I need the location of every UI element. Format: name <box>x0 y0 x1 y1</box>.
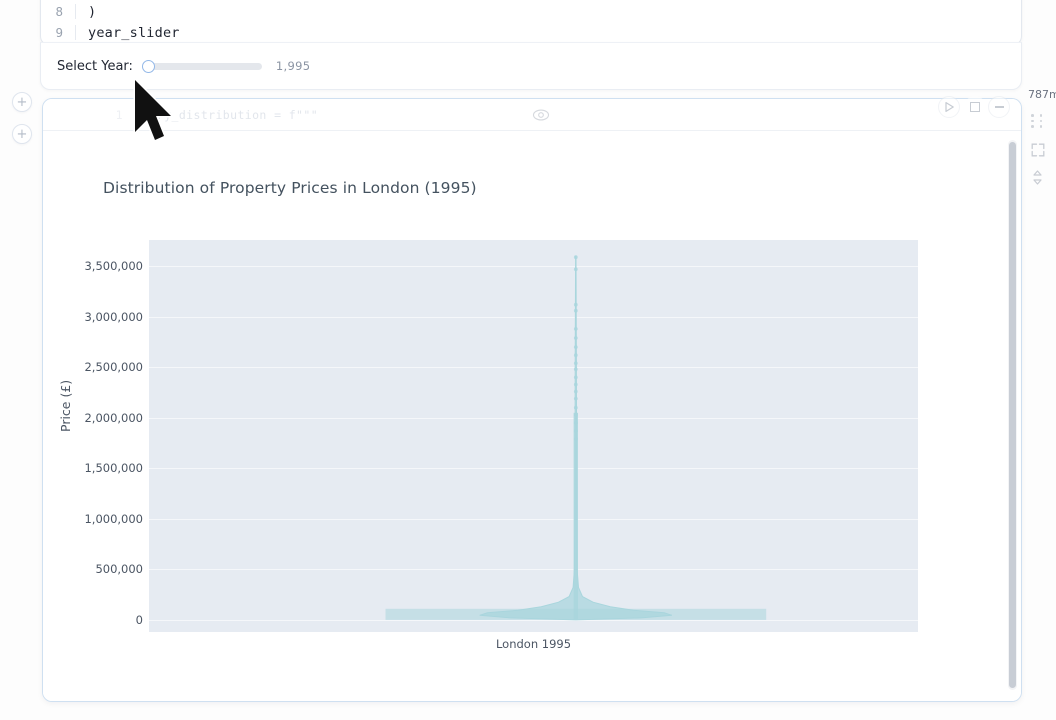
ghost-code-text: query_distribution = f""" <box>134 107 319 122</box>
dot <box>1031 114 1034 117</box>
violin-chart: Distribution of Property Prices in Londo… <box>43 132 1021 701</box>
gridline <box>149 569 918 570</box>
slider-label: Select Year: <box>57 58 133 74</box>
outlier-point <box>573 361 578 366</box>
gridline <box>149 620 918 621</box>
outlier-point <box>573 396 578 401</box>
stop-button[interactable] <box>964 96 986 118</box>
outlier-point <box>573 429 578 433</box>
add-cell-below-button[interactable]: + <box>12 124 32 144</box>
gridline <box>149 468 918 469</box>
year-slider-widget[interactable]: Select Year: 1,995 <box>40 42 1022 90</box>
output-topbar: 1 query_distribution = f""" <box>43 99 1021 131</box>
outlier-point <box>573 308 578 313</box>
outlier-point <box>573 367 578 372</box>
violin-spike <box>573 412 578 620</box>
year-slider-input[interactable] <box>141 58 262 74</box>
gridline <box>149 519 918 520</box>
ghost-code-line: 1 query_distribution = f""" <box>57 99 319 136</box>
slider-track[interactable] <box>148 62 262 70</box>
line-number: 9 <box>55 25 63 40</box>
slider-knob-icon[interactable] <box>141 59 155 73</box>
code-gutter-divider <box>75 4 76 19</box>
outlier-point <box>573 389 578 394</box>
y-axis-tick: 2,500,000 <box>84 360 143 375</box>
gridline <box>149 367 918 368</box>
minus-icon <box>994 106 1004 108</box>
collapse-button[interactable] <box>988 96 1010 118</box>
violin-series <box>385 255 767 621</box>
outlier-point <box>573 437 578 441</box>
outlier-point <box>573 345 578 349</box>
memory-usage-text: 787m <box>1028 88 1056 101</box>
outlier-point <box>573 267 578 272</box>
code-gutter-divider <box>75 25 76 40</box>
ghost-line-number: 1 <box>115 107 123 122</box>
dot <box>1039 114 1043 117</box>
y-axis-ticks: 0 500,000 1,000,000 1,500,000 2,000,000 2,500… <box>43 240 143 632</box>
eye-icon[interactable] <box>532 107 550 123</box>
y-axis-tick: 3,000,000 <box>84 309 143 324</box>
gridline <box>149 418 918 419</box>
code-text: year_slider <box>88 24 180 41</box>
outlier-point <box>573 382 578 387</box>
gridline <box>149 317 918 318</box>
x-axis-tick-label: London 1995 <box>495 637 572 651</box>
play-icon <box>944 102 954 112</box>
resize-vertical-icon[interactable] <box>1031 170 1044 185</box>
y-axis-tick: 0 <box>135 612 143 627</box>
y-axis-tick: 3,500,000 <box>84 259 143 274</box>
code-line[interactable]: 9 year_slider <box>41 22 1021 43</box>
outlier-point <box>573 255 578 260</box>
line-number: 8 <box>55 4 63 19</box>
outlier-point <box>573 375 578 380</box>
drag-dots-icon[interactable] <box>1031 114 1045 128</box>
outlier-point <box>573 353 578 358</box>
code-editor-card[interactable]: 8 ) 9 year_slider <box>40 0 1022 46</box>
outlier-point <box>573 412 578 417</box>
outlier-point <box>573 336 578 340</box>
dot <box>1039 119 1043 123</box>
output-scrollbar[interactable] <box>1008 140 1017 690</box>
y-axis-tick: 2,000,000 <box>84 410 143 425</box>
outlier-point <box>573 327 578 331</box>
outlier-point <box>573 302 578 307</box>
chart-title: Distribution of Property Prices in Londo… <box>103 179 477 197</box>
code-line[interactable]: 8 ) <box>41 1 1021 22</box>
plot-background <box>149 240 918 632</box>
gridline <box>149 266 918 267</box>
code-text: ) <box>88 3 97 20</box>
dot <box>1031 119 1034 123</box>
add-cell-above-button[interactable]: + <box>12 92 32 112</box>
y-axis-tick: 1,500,000 <box>84 461 143 476</box>
violin-base-slab <box>385 608 767 620</box>
outlier-point <box>573 405 578 410</box>
expand-fullscreen-icon[interactable] <box>1031 143 1045 157</box>
scrollbar-thumb[interactable] <box>1009 142 1016 688</box>
slider-value: 1,995 <box>275 59 311 73</box>
stop-square-icon <box>970 102 980 112</box>
y-axis-tick: 500,000 <box>95 562 143 577</box>
run-play-button[interactable] <box>938 96 960 118</box>
dot <box>1031 125 1034 128</box>
cell-output-panel: 1 query_distribution = f""" Distribution … <box>42 98 1022 702</box>
dot <box>1039 125 1043 128</box>
y-axis-tick: 1,000,000 <box>84 511 143 526</box>
outlier-point <box>573 421 578 425</box>
